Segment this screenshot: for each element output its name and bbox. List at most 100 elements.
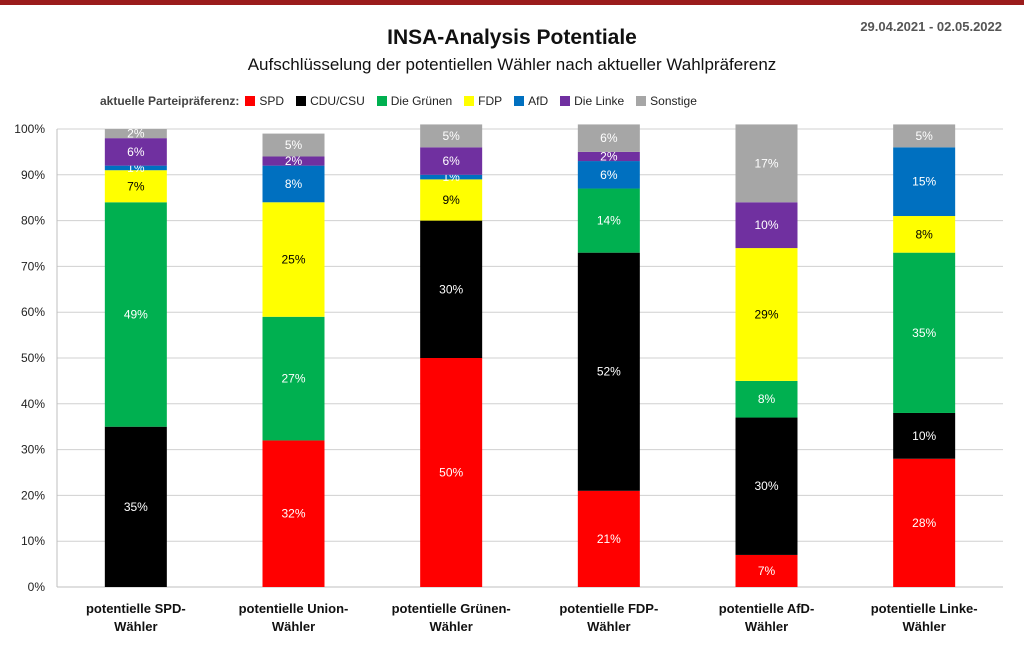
legend-item-4: AfD	[514, 94, 548, 108]
bar-0-4	[104, 165, 167, 171]
data-label-4-1: 30%	[754, 479, 778, 493]
data-label-1-4: 8%	[285, 177, 303, 191]
x-tick-label-5-1: Wähler	[902, 619, 945, 634]
bar-1-6	[262, 133, 325, 157]
legend-item-6: Sonstige	[636, 94, 697, 108]
bar-5-4	[893, 147, 956, 217]
bar-4-2	[735, 380, 798, 418]
data-label-0-1: 35%	[124, 500, 148, 514]
data-label-5-6: 5%	[915, 129, 933, 143]
legend-item-5: Die Linke	[560, 94, 624, 108]
data-label-2-5: 6%	[442, 154, 460, 168]
data-label-5-2: 35%	[912, 326, 936, 340]
bar-4-5	[735, 202, 798, 249]
bar-0-5	[104, 138, 167, 166]
data-label-1-3: 25%	[281, 253, 305, 267]
legend-text-6: Sonstige	[650, 94, 697, 108]
bar-2-3	[420, 179, 483, 221]
date-range: 29.04.2021 - 02.05.2022	[860, 19, 1002, 34]
data-label-5-1: 10%	[912, 429, 936, 443]
x-tick-label-3-0: potentielle FDP-	[559, 601, 658, 616]
bar-1-4	[262, 165, 325, 203]
data-label-2-0: 50%	[439, 466, 463, 480]
bar-1-5	[262, 156, 325, 166]
legend-text-5: Die Linke	[574, 94, 625, 108]
legend-text-0: SPD	[259, 94, 285, 108]
bar-5-0	[893, 458, 956, 587]
legend-text-2: Die Grünen	[390, 94, 453, 108]
bar-5-3	[893, 216, 956, 253]
data-label-1-6: 5%	[285, 138, 303, 152]
data-label-5-0: 28%	[912, 516, 936, 530]
data-label-3-6: 6%	[600, 131, 618, 145]
data-label-0-6: 2%	[127, 127, 145, 141]
legend-swatch-3	[464, 96, 475, 106]
legend-item-2: Die Grünen	[376, 94, 453, 108]
chart-title: INSA-Analysis Potentiale	[387, 26, 637, 49]
y-tick-label-10: 100%	[14, 122, 45, 136]
legend-swatch-4	[514, 96, 525, 106]
bar-3-0	[577, 490, 640, 587]
y-tick-label-4: 40%	[21, 397, 45, 411]
legend-swatch-0	[245, 96, 256, 106]
chart-subtitle: Aufschlüsselung der potentiellen Wähler …	[247, 55, 777, 74]
y-tick-label-5: 50%	[21, 351, 45, 365]
data-label-1-2: 27%	[281, 372, 305, 386]
bar-5-6	[893, 124, 956, 148]
top-rule	[0, 0, 1024, 5]
data-label-0-3: 7%	[127, 179, 145, 193]
data-label-4-3: 29%	[754, 307, 778, 321]
x-tick-label-2-0: potentielle Grünen-	[392, 601, 511, 616]
y-tick-label-1: 10%	[21, 534, 45, 548]
x-tick-label-4-1: Wähler	[745, 619, 788, 634]
data-label-3-0: 21%	[597, 532, 621, 546]
x-tick-label-3-1: Wähler	[587, 619, 630, 634]
legend-swatch-5	[560, 96, 571, 106]
bar-3-5	[577, 151, 640, 162]
legend-item-3: FDP	[464, 94, 502, 108]
y-tick-label-2: 20%	[21, 488, 45, 502]
bar-4-1	[735, 417, 798, 555]
bar-3-2	[577, 188, 640, 253]
bar-4-3	[735, 248, 798, 381]
bar-2-4	[420, 174, 483, 180]
legend-text-3: FDP	[478, 94, 503, 108]
bar-4-6	[735, 124, 798, 203]
bar-2-6	[420, 124, 483, 148]
data-label-2-1: 30%	[439, 282, 463, 296]
y-tick-label-0: 0%	[28, 580, 46, 594]
data-label-2-3: 9%	[442, 193, 460, 207]
legend-swatch-1	[296, 96, 307, 106]
bar-5-1	[893, 412, 956, 459]
data-label-4-2: 8%	[758, 392, 776, 406]
bar-0-2	[104, 202, 167, 427]
bar-3-4	[577, 161, 640, 189]
y-tick-label-3: 30%	[21, 443, 45, 457]
bar-3-1	[577, 252, 640, 491]
data-label-1-0: 32%	[281, 507, 305, 521]
data-label-5-3: 8%	[915, 227, 933, 241]
bar-1-0	[262, 440, 325, 587]
legend-swatch-2	[376, 96, 387, 106]
bar-0-6	[104, 129, 167, 139]
x-tick-label-4-0: potentielle AfD-	[719, 601, 815, 616]
bar-0-3	[104, 170, 167, 203]
x-tick-label-0-1: Wähler	[114, 619, 157, 634]
legend-item-0: SPD	[245, 94, 284, 108]
bar-4-0	[735, 554, 798, 587]
data-label-3-4: 6%	[600, 168, 618, 182]
data-label-0-5: 6%	[127, 145, 145, 159]
data-label-5-4: 15%	[912, 175, 936, 189]
data-label-4-0: 7%	[758, 564, 776, 578]
bar-2-5	[420, 147, 483, 175]
bar-1-3	[262, 202, 325, 317]
data-label-0-2: 49%	[124, 307, 148, 321]
y-tick-label-7: 70%	[21, 259, 45, 273]
legend-text-4: AfD	[528, 94, 549, 108]
y-tick-label-9: 90%	[21, 168, 45, 182]
bar-2-0	[420, 358, 483, 587]
bar-1-2	[262, 316, 325, 441]
data-label-2-6: 5%	[442, 129, 460, 143]
legend-swatch-6	[636, 96, 647, 106]
